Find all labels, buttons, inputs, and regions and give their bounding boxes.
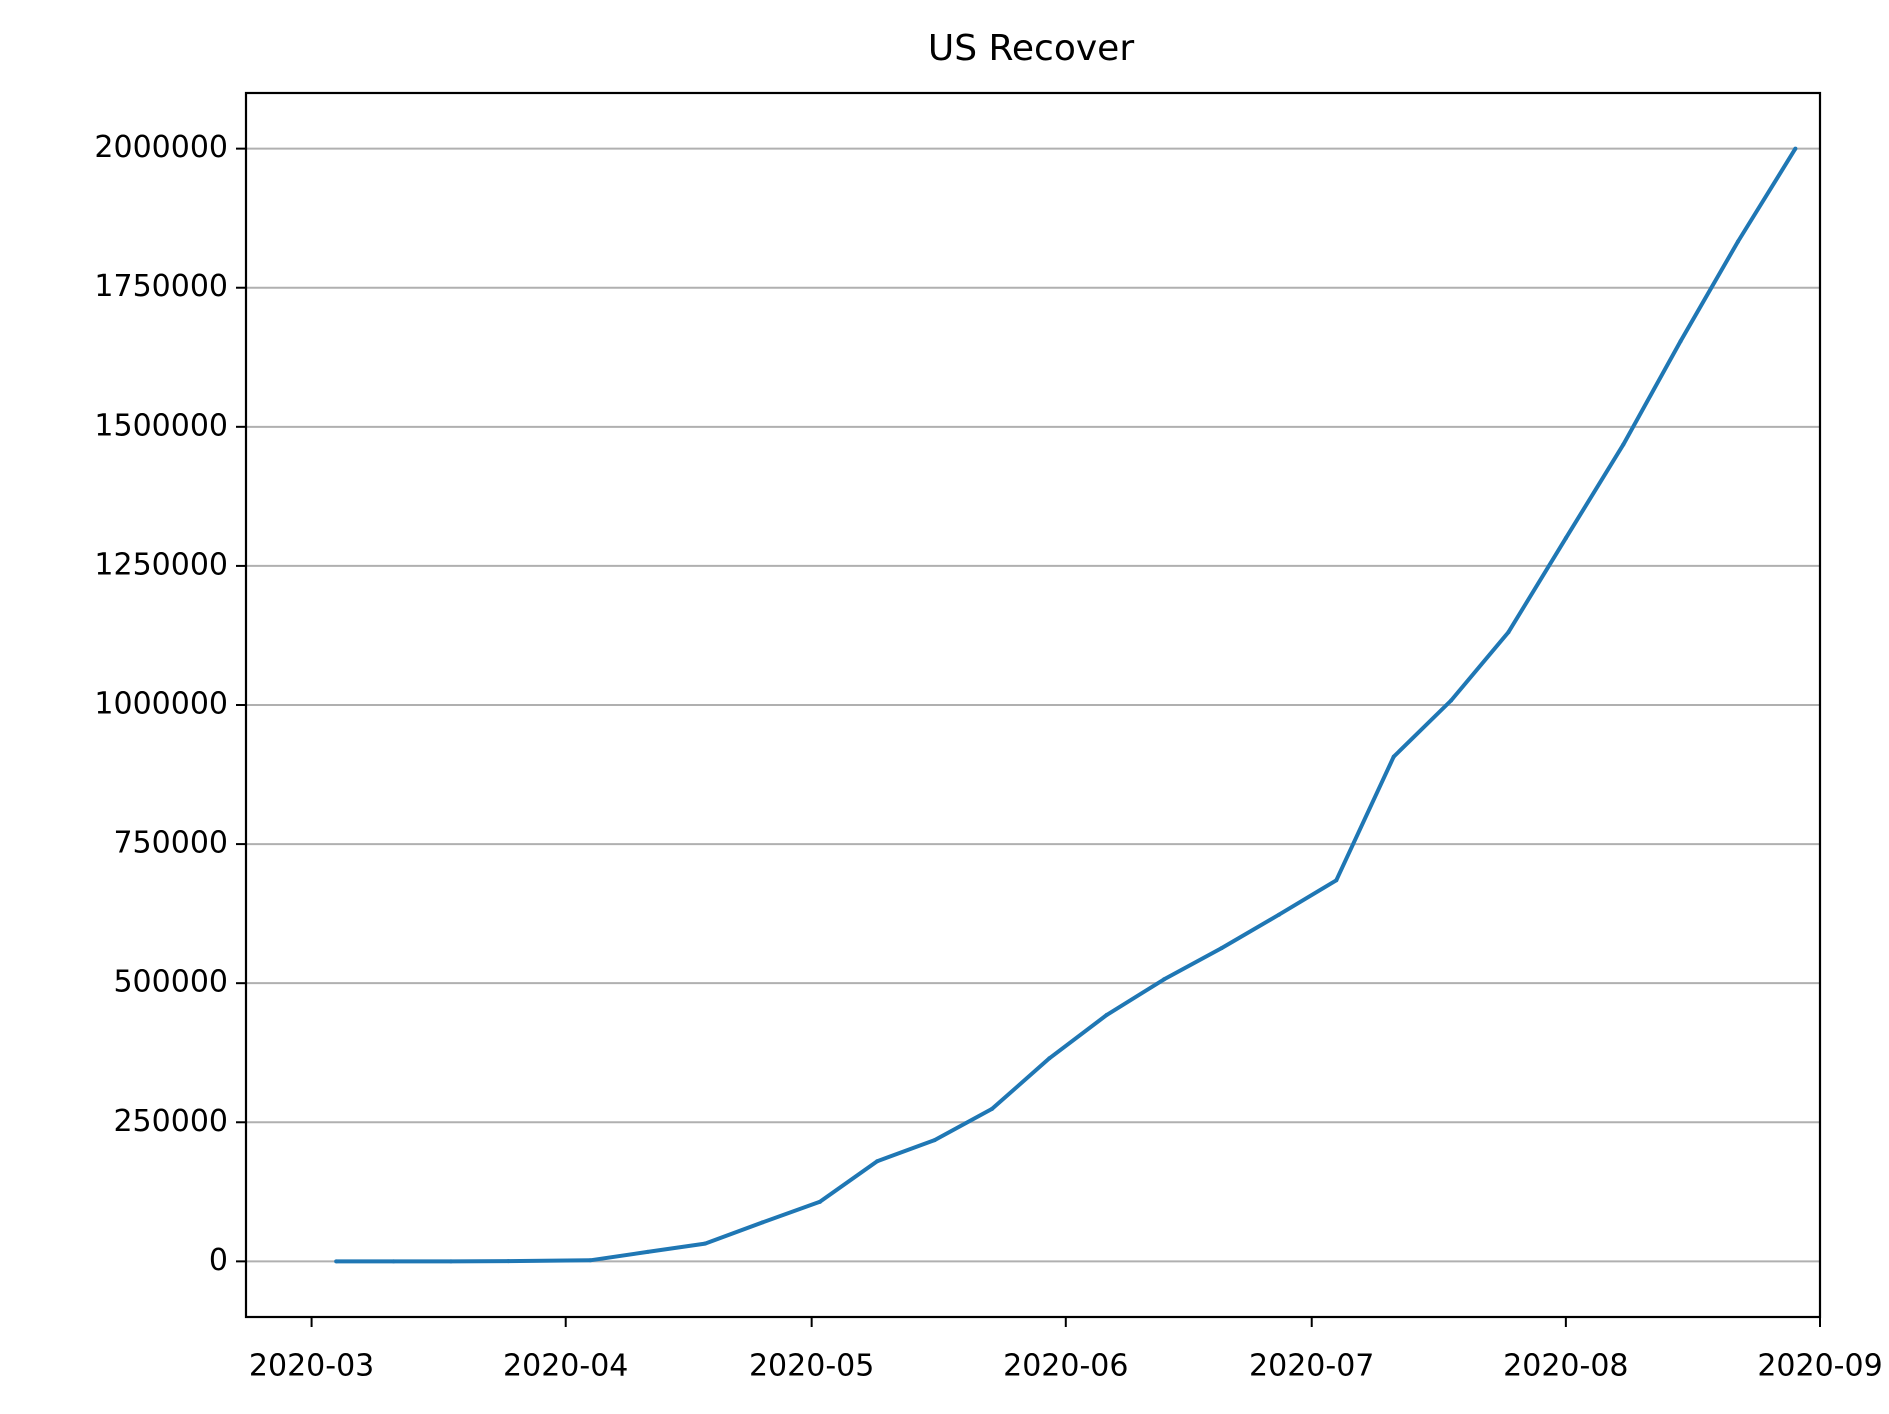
data-point <box>1219 946 1224 951</box>
data-point <box>448 1259 453 1264</box>
y-axis: 0 250000 500000 750000 1000000 1250000 1500000… <box>94 130 246 1278</box>
y-tick-label: 1750000 <box>94 269 228 304</box>
data-point <box>1678 339 1683 344</box>
data-point <box>1104 1012 1109 1017</box>
data-point <box>645 1249 650 1254</box>
y-tick-label: 750000 <box>113 826 228 861</box>
chart-title: US Recover <box>928 28 1134 69</box>
y-tick-label: 1000000 <box>94 687 228 722</box>
series-line <box>336 147 1798 1264</box>
data-point <box>1276 912 1281 917</box>
data-point <box>1621 442 1626 447</box>
data-point <box>932 1138 937 1143</box>
data-point <box>334 1259 339 1264</box>
y-tick-label: 2000000 <box>94 130 228 165</box>
data-point <box>1449 698 1454 703</box>
data-point <box>1793 146 1798 151</box>
x-tick-label: 2020-03 <box>249 1349 374 1384</box>
data-point <box>990 1106 995 1111</box>
data-point <box>1047 1056 1052 1061</box>
data-point <box>1506 630 1511 635</box>
x-tick-label: 2020-09 <box>1757 1349 1882 1384</box>
x-tick-label: 2020-07 <box>1249 1349 1374 1384</box>
data-point <box>817 1199 822 1204</box>
data-point <box>703 1241 708 1246</box>
y-tick-label: 1250000 <box>94 547 228 582</box>
x-tick-label: 2020-06 <box>1003 1349 1128 1384</box>
data-point <box>1736 239 1741 244</box>
data-point <box>760 1220 765 1225</box>
data-point <box>506 1259 511 1264</box>
data-point <box>391 1259 396 1264</box>
x-axis: 2020-03 2020-04 2020-05 2020-06 2020-07 2020-… <box>249 1317 1883 1384</box>
data-point <box>1334 878 1339 883</box>
x-tick-label: 2020-04 <box>503 1349 628 1384</box>
data-point <box>1563 536 1568 541</box>
data-point <box>1162 977 1167 982</box>
data-point <box>875 1159 880 1164</box>
y-tick-label: 250000 <box>113 1104 228 1139</box>
data-point <box>1391 754 1396 759</box>
y-tick-label: 0 <box>209 1243 228 1278</box>
y-tick-label: 1500000 <box>94 408 228 443</box>
y-tick-label: 500000 <box>113 965 228 1000</box>
data-point <box>588 1258 593 1263</box>
x-tick-label: 2020-08 <box>1503 1349 1628 1384</box>
x-tick-label: 2020-05 <box>749 1349 874 1384</box>
series-layer <box>334 146 1798 1264</box>
